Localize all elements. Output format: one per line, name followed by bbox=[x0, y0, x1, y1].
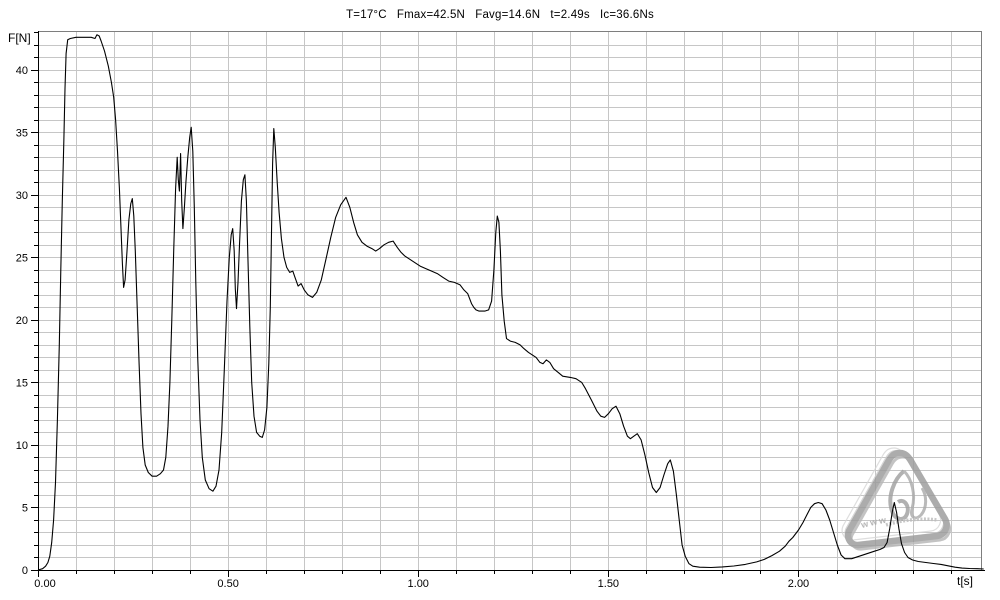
watermark-swirl-left bbox=[888, 469, 910, 521]
y-tick-label: 25 bbox=[16, 252, 28, 264]
y-tick-label: 15 bbox=[16, 377, 28, 389]
watermark-triangle bbox=[844, 449, 950, 549]
y-axis-label: F[N] bbox=[8, 31, 31, 45]
y-tick-label: 10 bbox=[16, 440, 28, 452]
x-tick-label: 1.00 bbox=[408, 578, 429, 590]
y-tick-label: 30 bbox=[16, 190, 28, 202]
chart-title: T=17°C Fmax=42.5N Favg=14.6N t=2.49s Ic=… bbox=[346, 9, 654, 21]
x-tick-label: 1.50 bbox=[598, 578, 619, 590]
watermark-logo: www bbox=[841, 447, 952, 551]
grid-lines bbox=[38, 30, 983, 570]
x-axis-label: t[s] bbox=[957, 574, 974, 588]
thrust-curve-line bbox=[37, 34, 984, 571]
y-tick-label: 40 bbox=[16, 65, 28, 77]
y-tick-label: 5 bbox=[22, 502, 28, 514]
y-tick-label: 0 bbox=[22, 565, 28, 577]
series-thrust-force bbox=[37, 34, 984, 571]
x-tick-label: 2.00 bbox=[788, 578, 809, 590]
y-tick-label: 35 bbox=[16, 127, 28, 139]
axes: 0 5 10 15 20 25 30 35 40 0.00 0.50 1.00 1.50 2.00 bbox=[16, 31, 985, 590]
x-tick-label: 0.50 bbox=[217, 578, 238, 590]
x-tick-label: 0.00 bbox=[34, 578, 55, 590]
watermark-swirl-right bbox=[902, 469, 928, 520]
y-tick-label: 20 bbox=[16, 315, 28, 327]
